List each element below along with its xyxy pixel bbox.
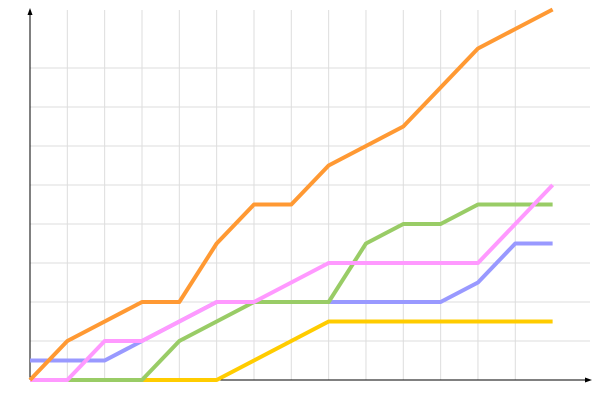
x-axis-arrow-icon	[585, 377, 592, 383]
grid	[30, 10, 590, 380]
series-line-3	[30, 183, 555, 382]
series-group	[28, 7, 555, 382]
series-line-4	[28, 7, 554, 382]
y-axis-arrow-icon	[27, 8, 33, 15]
series-line-2	[30, 202, 553, 382]
axes	[27, 8, 592, 383]
